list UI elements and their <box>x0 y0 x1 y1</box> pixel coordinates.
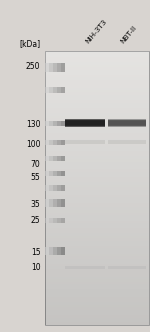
Bar <box>65 266 105 269</box>
Text: 70: 70 <box>31 160 40 169</box>
Text: 100: 100 <box>26 140 40 149</box>
Bar <box>65 140 105 144</box>
Text: 15: 15 <box>31 248 40 257</box>
Bar <box>108 140 146 144</box>
Text: 10: 10 <box>31 263 40 272</box>
Text: NIH-3T3: NIH-3T3 <box>85 19 108 45</box>
Text: [kDa]: [kDa] <box>19 39 40 48</box>
Text: 25: 25 <box>31 216 40 225</box>
Text: NBT-II: NBT-II <box>119 25 137 45</box>
Text: 35: 35 <box>31 200 40 209</box>
Bar <box>108 266 146 269</box>
Text: 55: 55 <box>31 173 40 182</box>
Text: 130: 130 <box>26 120 40 129</box>
Bar <box>45 51 148 325</box>
Text: 250: 250 <box>26 62 40 71</box>
